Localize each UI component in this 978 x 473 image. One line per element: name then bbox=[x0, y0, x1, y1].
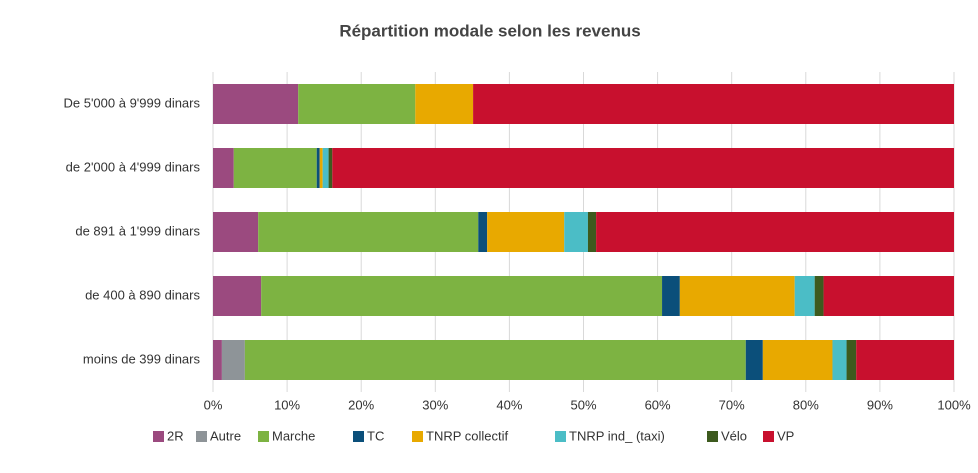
bar-segment bbox=[213, 340, 222, 380]
x-tick-label: 80% bbox=[793, 397, 819, 412]
x-tick-label: 60% bbox=[645, 397, 671, 412]
bar-segment bbox=[679, 276, 795, 316]
bar-segment bbox=[213, 276, 262, 316]
y-tick-label: de 400 à 890 dinars bbox=[85, 287, 200, 302]
bar-segment bbox=[213, 148, 234, 188]
chart-title: Répartition modale selon les revenus bbox=[339, 21, 640, 40]
legend-swatch bbox=[196, 431, 207, 442]
bar-segment bbox=[258, 212, 479, 252]
bar-segment bbox=[221, 340, 245, 380]
legend-swatch bbox=[707, 431, 718, 442]
bar-segment bbox=[478, 212, 488, 252]
y-tick-label: De 5'000 à 9'999 dinars bbox=[63, 95, 200, 110]
x-tick-label: 30% bbox=[422, 397, 448, 412]
bar-segment bbox=[244, 340, 746, 380]
legend-label: TNRP collectif bbox=[426, 428, 509, 443]
bar-segment bbox=[832, 340, 847, 380]
x-tick-label: 0% bbox=[204, 397, 223, 412]
legend-swatch bbox=[153, 431, 164, 442]
bar-segment bbox=[587, 212, 597, 252]
x-tick-label: 100% bbox=[937, 397, 971, 412]
bar-segment bbox=[564, 212, 588, 252]
legend-swatch bbox=[412, 431, 423, 442]
bar-segment bbox=[596, 212, 954, 252]
bar-segment bbox=[319, 148, 323, 188]
bar-segment bbox=[415, 84, 474, 124]
x-tick-label: 20% bbox=[348, 397, 374, 412]
legend-swatch bbox=[555, 431, 566, 442]
bar-segment bbox=[846, 340, 857, 380]
legend-swatch bbox=[353, 431, 364, 442]
legend-label: VP bbox=[777, 428, 794, 443]
legend-label: TC bbox=[367, 428, 384, 443]
bar-segment bbox=[762, 340, 833, 380]
y-tick-label: de 891 à 1'999 dinars bbox=[75, 223, 200, 238]
y-tick-label: de 2'000 à 4'999 dinars bbox=[66, 159, 201, 174]
x-tick-label: 70% bbox=[719, 397, 745, 412]
bar-segment bbox=[316, 148, 320, 188]
bar-segment bbox=[856, 340, 954, 380]
bar-segment bbox=[823, 276, 954, 316]
bar-segment bbox=[662, 276, 680, 316]
x-tick-label: 40% bbox=[496, 397, 522, 412]
legend-label: Autre bbox=[210, 428, 241, 443]
bar-segment bbox=[814, 276, 824, 316]
x-tick-label: 90% bbox=[867, 397, 893, 412]
bar-segment bbox=[213, 212, 259, 252]
legend-label: Marche bbox=[272, 428, 315, 443]
bar-segment bbox=[328, 148, 333, 188]
legend-swatch bbox=[258, 431, 269, 442]
bar-segment bbox=[213, 84, 299, 124]
bar-segment bbox=[261, 276, 663, 316]
x-tick-label: 10% bbox=[274, 397, 300, 412]
y-tick-label: moins de 399 dinars bbox=[83, 351, 201, 366]
bar-segment bbox=[298, 84, 416, 124]
x-tick-label: 50% bbox=[570, 397, 596, 412]
bar-segment bbox=[487, 212, 565, 252]
legend-swatch bbox=[763, 431, 774, 442]
bar-segment bbox=[794, 276, 815, 316]
legend-label: 2R bbox=[167, 428, 184, 443]
legend-label: TNRP ind_ (taxi) bbox=[569, 428, 665, 443]
legend-label: Vélo bbox=[721, 428, 747, 443]
bar-segment bbox=[233, 148, 317, 188]
bar-segment bbox=[322, 148, 329, 188]
bar-segment bbox=[473, 84, 954, 124]
bar-segment bbox=[745, 340, 763, 380]
bar-segment bbox=[332, 148, 954, 188]
